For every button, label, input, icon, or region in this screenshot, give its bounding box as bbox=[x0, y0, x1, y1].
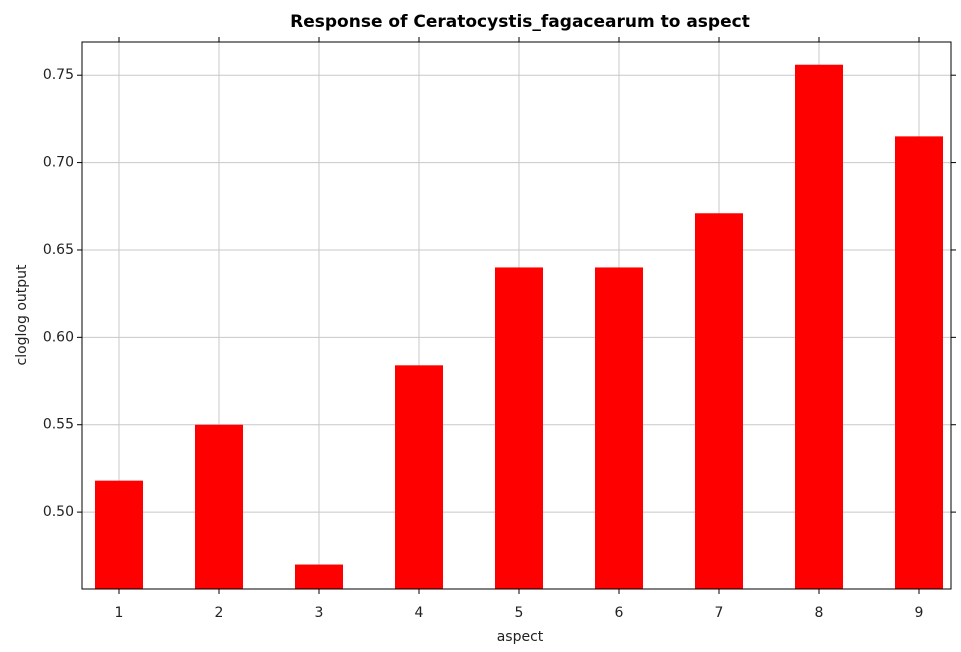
x-tick-label: 9 bbox=[915, 605, 924, 621]
y-tick-label: 0.50 bbox=[43, 504, 74, 520]
x-tick-label: 4 bbox=[415, 605, 424, 621]
y-tick-label: 0.70 bbox=[43, 155, 74, 171]
chart-title: Response of Ceratocystis_fagacearum to a… bbox=[290, 12, 750, 32]
y-axis-label: cloglog output bbox=[14, 264, 30, 366]
bar bbox=[595, 267, 643, 589]
bar bbox=[95, 480, 143, 589]
y-tick-label: 0.55 bbox=[43, 417, 74, 433]
y-tick-label: 0.75 bbox=[43, 67, 74, 83]
bar bbox=[295, 564, 343, 589]
x-tick-label: 3 bbox=[315, 605, 324, 621]
plot-frame bbox=[81, 41, 952, 590]
bar bbox=[195, 424, 243, 589]
x-tick-label: 2 bbox=[215, 605, 224, 621]
bar bbox=[795, 64, 843, 589]
y-tick-label: 0.60 bbox=[43, 329, 74, 345]
x-tick-label: 6 bbox=[615, 605, 624, 621]
bar bbox=[395, 365, 443, 589]
bar bbox=[495, 267, 543, 589]
bar bbox=[695, 213, 743, 589]
y-tick-label: 0.65 bbox=[43, 242, 74, 258]
x-axis-label: aspect bbox=[497, 629, 544, 645]
x-tick-label: 1 bbox=[115, 605, 124, 621]
x-tick-label: 7 bbox=[715, 605, 724, 621]
x-tick-label: 5 bbox=[515, 605, 524, 621]
bar bbox=[895, 136, 943, 589]
x-tick-label: 8 bbox=[815, 605, 824, 621]
